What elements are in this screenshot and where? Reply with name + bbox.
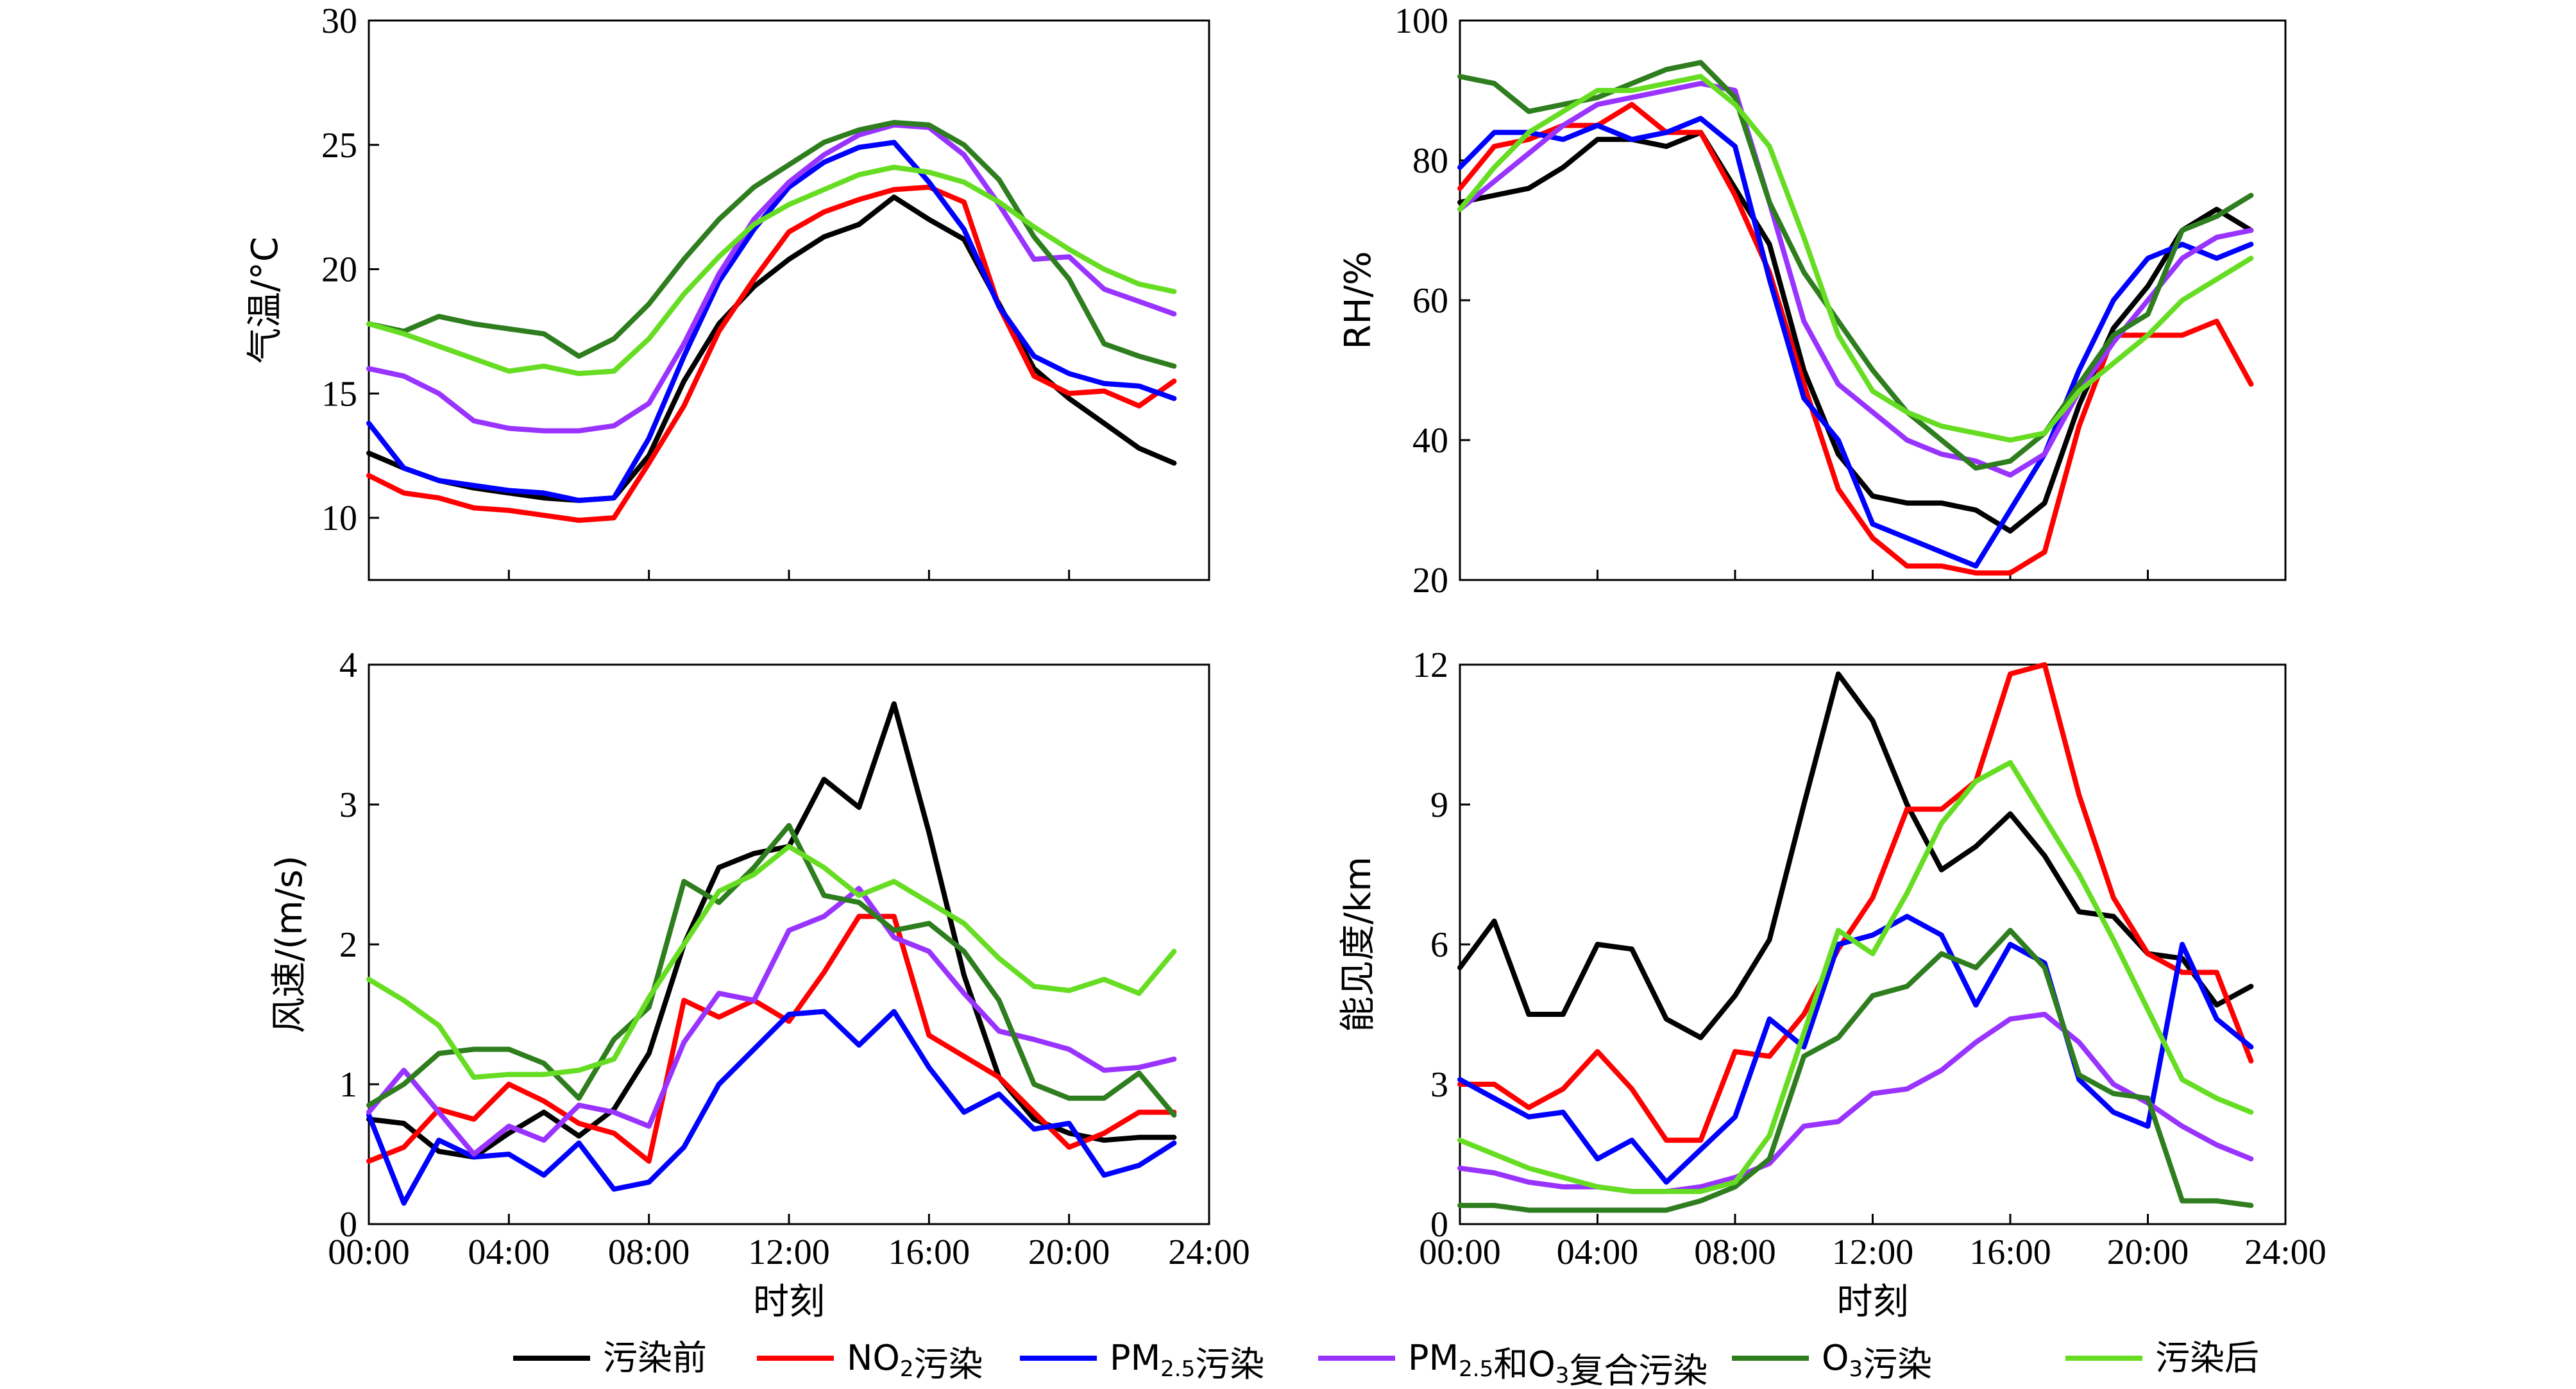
x-tick-label: 04:00 bbox=[1557, 1232, 1639, 1272]
legend: 污染前 NO2污染 PM2.5污染 PM2.5和O3复合污染 O3污染 污染后 bbox=[513, 1338, 2259, 1389]
series-line-2 bbox=[1457, 101, 2254, 576]
chart-panel-1: 10 15 20 25 30 气温/°C bbox=[244, 1, 1210, 581]
legend-item-6: 污染后 bbox=[2065, 1338, 2259, 1378]
y-tick-label: 10 bbox=[321, 499, 357, 538]
legend-item-2: NO2污染 bbox=[757, 1338, 983, 1385]
x-tick-label: 00:00 bbox=[1419, 1232, 1501, 1272]
y-axis-title: 能见度/km bbox=[1337, 856, 1379, 1032]
x-tick-label: 08:00 bbox=[1694, 1232, 1776, 1272]
chart-panel-2: 20 40 60 80 100 RH/% bbox=[1337, 1, 2287, 601]
y-tick-label: 25 bbox=[321, 126, 357, 166]
y-tick-label: 20 bbox=[1412, 561, 1448, 601]
series-line-3 bbox=[1457, 115, 2254, 569]
legend-item-1: 污染前 bbox=[513, 1338, 707, 1378]
series-line-3 bbox=[366, 139, 1177, 503]
y-tick-label: 12 bbox=[1412, 645, 1448, 685]
legend-label: PM2.5和O3复合污染 bbox=[1408, 1338, 1707, 1389]
series-line-6 bbox=[366, 164, 1177, 377]
y-tick-label: 3 bbox=[339, 785, 357, 825]
y-tick-label: 4 bbox=[339, 645, 357, 685]
y-tick-label: 3 bbox=[1430, 1065, 1448, 1105]
x-tick-label: 12:00 bbox=[1832, 1232, 1914, 1272]
y-tick-label: 60 bbox=[1412, 281, 1448, 321]
series-line-6 bbox=[1457, 760, 2254, 1195]
y-tick-label: 9 bbox=[1430, 785, 1448, 825]
y-tick-label: 1 bbox=[339, 1065, 357, 1105]
x-tick-label: 12:00 bbox=[748, 1232, 830, 1272]
series-line-4 bbox=[1457, 1012, 2254, 1195]
y-tick-label: 30 bbox=[321, 1, 357, 41]
series-line-3 bbox=[1457, 914, 2254, 1185]
x-tick-label: 20:00 bbox=[1028, 1232, 1110, 1272]
y-axis-title: 风速/(m/s) bbox=[269, 855, 310, 1033]
x-axis-title: 时刻 bbox=[1837, 1281, 1909, 1323]
legend-item-4: PM2.5和O3复合污染 bbox=[1318, 1338, 1707, 1389]
x-tick-label: 16:00 bbox=[1969, 1232, 2051, 1272]
legend-label: O3污染 bbox=[1822, 1338, 1932, 1385]
x-tick-label: 00:00 bbox=[328, 1232, 410, 1272]
x-tick-label: 08:00 bbox=[608, 1232, 690, 1272]
x-tick-label: 16:00 bbox=[888, 1232, 970, 1272]
series-line-4 bbox=[1457, 81, 2254, 478]
x-tick-label: 24:00 bbox=[1168, 1232, 1250, 1272]
legend-item-5: O3污染 bbox=[1732, 1338, 1932, 1385]
y-tick-label: 0 bbox=[1430, 1205, 1448, 1245]
y-tick-label: 100 bbox=[1394, 1, 1448, 41]
x-tick-label: 20:00 bbox=[2107, 1232, 2189, 1272]
y-tick-label: 2 bbox=[339, 925, 357, 965]
series-line-5 bbox=[366, 119, 1177, 369]
y-tick-label: 40 bbox=[1412, 421, 1448, 461]
series-line-1 bbox=[366, 194, 1177, 503]
series-line-1 bbox=[1457, 671, 2254, 1041]
y-tick-label: 80 bbox=[1412, 141, 1448, 181]
y-tick-label: 6 bbox=[1430, 925, 1448, 965]
x-axis-title: 时刻 bbox=[753, 1281, 825, 1323]
x-tick-label: 24:00 bbox=[2244, 1232, 2326, 1272]
legend-label: NO2污染 bbox=[847, 1338, 983, 1385]
series-line-4 bbox=[366, 122, 1177, 434]
series-line-5 bbox=[1457, 60, 2254, 471]
series-line-3 bbox=[366, 1009, 1177, 1206]
series-line-2 bbox=[366, 914, 1177, 1164]
y-tick-label: 20 bbox=[321, 250, 357, 290]
y-axis-title: 气温/°C bbox=[244, 237, 286, 364]
legend-label: PM2.5污染 bbox=[1110, 1338, 1264, 1385]
series-line-1 bbox=[366, 701, 1177, 1160]
legend-label: 污染后 bbox=[2155, 1338, 2259, 1378]
series-line-1 bbox=[1457, 130, 2254, 534]
legend-item-3: PM2.5污染 bbox=[1020, 1338, 1264, 1385]
y-axis-title: RH/% bbox=[1337, 251, 1379, 349]
series-line-6 bbox=[1457, 74, 2254, 443]
series-line-5 bbox=[366, 822, 1177, 1118]
x-tick-label: 04:00 bbox=[468, 1232, 550, 1272]
y-tick-label: 15 bbox=[321, 374, 357, 414]
chart-panel-4: 00:00 04:00 08:00 12:00 16:00 20:00 24:00 0 3 6 9 1… bbox=[1337, 645, 2326, 1323]
series-line-4 bbox=[366, 885, 1177, 1157]
legend-label: 污染前 bbox=[603, 1338, 707, 1378]
series-line-5 bbox=[1457, 928, 2254, 1213]
series-line-2 bbox=[1457, 662, 2254, 1143]
series-line-2 bbox=[366, 184, 1177, 523]
chart-panel-3: 00:00 04:00 08:00 12:00 16:00 20:00 24:00 0 1 2 3 4… bbox=[269, 645, 1250, 1323]
series-line-6 bbox=[366, 844, 1177, 1080]
y-tick-label: 0 bbox=[339, 1205, 357, 1245]
